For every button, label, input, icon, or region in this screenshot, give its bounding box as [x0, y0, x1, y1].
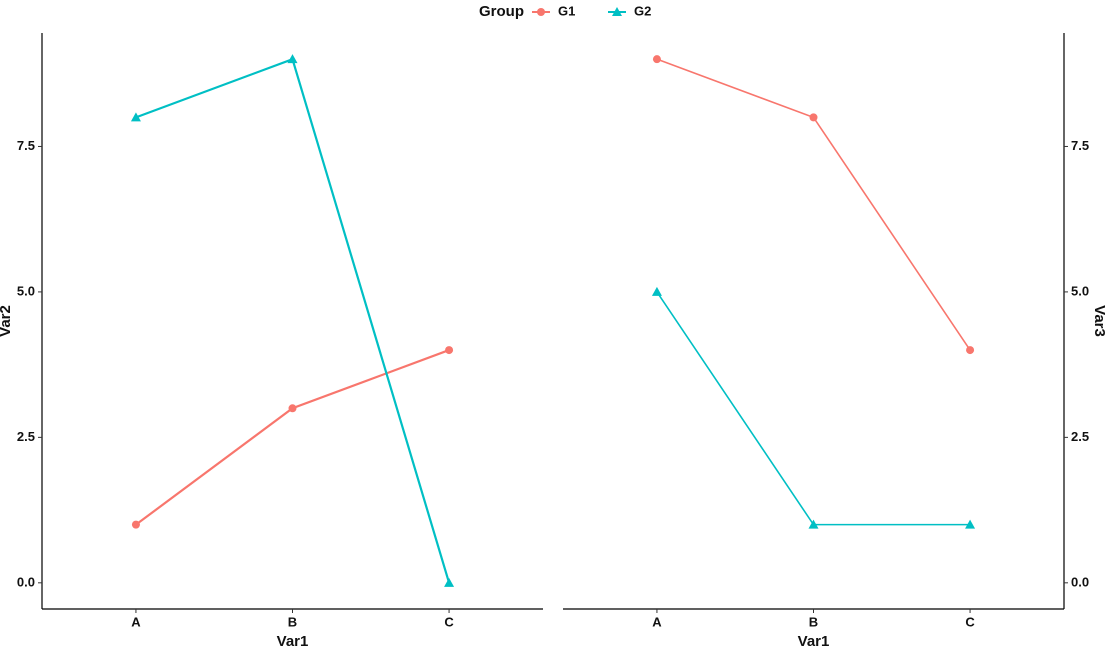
- y-tick-label: 7.5: [17, 138, 35, 153]
- marker: [808, 519, 819, 529]
- x-tick-label: B: [809, 614, 818, 629]
- x-tick-label: B: [288, 614, 297, 629]
- marker: [287, 54, 298, 64]
- x-tick-label: A: [652, 614, 662, 629]
- line: [656, 291, 971, 526]
- legend-title: Group: [479, 3, 524, 20]
- line: [135, 57, 451, 584]
- y-tick-label: 5.0: [1071, 283, 1089, 298]
- marker: [130, 112, 141, 122]
- line: [656, 58, 971, 351]
- legend-label: G2: [634, 3, 651, 18]
- marker: [651, 286, 662, 296]
- x-tick-label: C: [444, 614, 454, 629]
- marker: [444, 577, 455, 587]
- marker: [966, 346, 975, 355]
- y-tick-label: 0.0: [17, 574, 35, 589]
- y-axis-title: Var2: [0, 305, 14, 337]
- marker: [809, 113, 818, 122]
- y-tick-label: 0.0: [1071, 574, 1089, 589]
- marker: [612, 7, 622, 16]
- y-tick-label: 2.5: [17, 429, 35, 444]
- y-axis-title: Var3: [1091, 305, 1108, 337]
- marker: [445, 346, 454, 355]
- marker: [965, 519, 976, 529]
- x-tick-label: A: [131, 614, 141, 629]
- x-axis-title: Var1: [798, 633, 830, 650]
- x-axis-title: Var1: [277, 633, 309, 650]
- x-tick-label: C: [965, 614, 975, 629]
- line: [135, 349, 450, 526]
- marker: [288, 404, 297, 413]
- y-tick-label: 7.5: [1071, 138, 1089, 153]
- marker: [131, 520, 140, 529]
- y-tick-label: 5.0: [17, 283, 35, 298]
- marker: [537, 8, 545, 16]
- y-tick-label: 2.5: [1071, 429, 1089, 444]
- marker: [652, 55, 661, 64]
- legend-label: G1: [558, 3, 575, 18]
